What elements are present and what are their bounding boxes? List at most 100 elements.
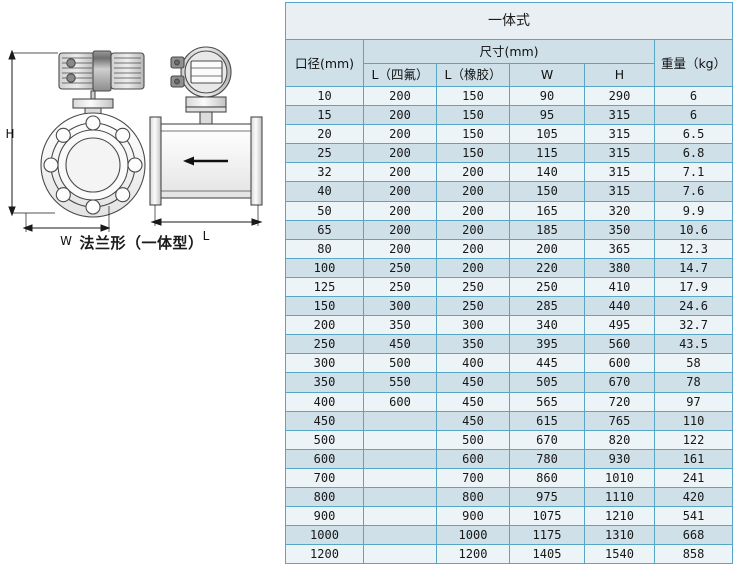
cell-h: 410 xyxy=(584,276,655,298)
cell-h: 560 xyxy=(584,334,655,355)
cell-l-rubber: 800 xyxy=(436,486,510,508)
cell-bore: 350 xyxy=(285,372,364,393)
flange-right xyxy=(250,116,263,206)
cell-bore: 25 xyxy=(285,143,364,164)
cell-w: 150 xyxy=(509,181,585,202)
header-bore: 口径(mm) xyxy=(285,39,364,87)
cell-l-ptfe: 350 xyxy=(363,315,437,336)
cell-l-rubber: 200 xyxy=(436,162,510,183)
table-row: 15 200 150 95 315 6 xyxy=(285,105,734,126)
cell-l-ptfe xyxy=(363,486,437,508)
cell-w: 115 xyxy=(509,143,585,164)
table-row: 200 350 300 340 495 32.7 xyxy=(285,315,734,336)
cell-bore: 150 xyxy=(285,296,364,317)
cell-weight: 10.6 xyxy=(653,219,734,240)
cell-w: 185 xyxy=(509,219,585,240)
cell-h: 1010 xyxy=(584,467,655,488)
cell-h: 320 xyxy=(584,200,655,221)
header-h: H xyxy=(584,63,655,87)
cell-bore: 800 xyxy=(285,486,364,508)
cell-l-ptfe xyxy=(363,525,437,546)
cell-w: 140 xyxy=(509,162,585,183)
cell-h: 930 xyxy=(584,448,655,469)
cell-h: 720 xyxy=(584,391,655,412)
cell-weight: 97 xyxy=(653,391,734,412)
cell-bore: 32 xyxy=(285,162,364,183)
cell-l-rubber: 450 xyxy=(436,410,510,431)
cell-weight: 14.7 xyxy=(653,257,734,278)
cell-l-rubber: 1000 xyxy=(436,525,510,546)
cell-w: 90 xyxy=(509,85,585,107)
product-diagram-panel: H W xyxy=(0,0,283,552)
table-row: 100 250 200 220 380 14.7 xyxy=(285,257,734,278)
cell-h: 350 xyxy=(584,219,655,240)
cell-weight: 161 xyxy=(653,448,734,469)
table-row: 400 600 450 565 720 97 xyxy=(285,391,734,412)
cell-w: 250 xyxy=(509,276,585,298)
cell-w: 285 xyxy=(509,296,585,317)
cell-h: 315 xyxy=(584,162,655,183)
cell-l-rubber: 450 xyxy=(436,372,510,393)
header-dimension-group: 尺寸(mm) xyxy=(363,39,655,64)
cell-h: 1210 xyxy=(584,506,655,527)
cell-weight: 6 xyxy=(653,85,734,107)
cell-l-ptfe xyxy=(363,506,437,527)
cell-weight: 858 xyxy=(653,544,734,564)
cell-bore: 700 xyxy=(285,467,364,488)
cell-w: 165 xyxy=(509,200,585,221)
table-row: 700 700 860 1010 241 xyxy=(285,467,734,488)
flange-bolt-holes xyxy=(43,115,143,215)
header-w: W xyxy=(509,63,585,87)
cell-weight: 78 xyxy=(653,372,734,393)
cell-l-ptfe: 250 xyxy=(363,276,437,298)
cell-h: 495 xyxy=(584,315,655,336)
table-row: 900 900 1075 1210 541 xyxy=(285,506,734,527)
transmitter-housing-front xyxy=(58,50,145,92)
table-title: 一体式 xyxy=(284,2,734,40)
cell-bore: 65 xyxy=(285,219,364,240)
table-row: 350 550 450 505 670 78 xyxy=(285,372,734,393)
cell-weight: 17.9 xyxy=(653,276,734,298)
cell-l-ptfe xyxy=(363,429,437,450)
cell-weight: 7.1 xyxy=(653,162,734,183)
cell-w: 220 xyxy=(509,257,585,278)
cell-h: 315 xyxy=(584,124,655,145)
cell-bore: 500 xyxy=(285,429,364,450)
flange-front-view xyxy=(40,50,146,218)
cell-h: 600 xyxy=(584,353,655,374)
cell-bore: 200 xyxy=(285,315,364,336)
cell-weight: 668 xyxy=(653,525,734,546)
cell-l-rubber: 450 xyxy=(436,391,510,412)
cell-weight: 43.5 xyxy=(653,334,734,355)
cell-weight: 6 xyxy=(653,105,734,126)
table-row: 10 200 150 90 290 6 xyxy=(285,85,734,107)
cell-l-rubber: 250 xyxy=(436,276,510,298)
transmitter-housing-side xyxy=(170,46,232,98)
cell-l-rubber: 400 xyxy=(436,353,510,374)
cell-bore: 125 xyxy=(285,276,364,298)
dimension-label-w: W xyxy=(60,234,72,248)
dimension-label-h: H xyxy=(5,127,14,141)
dimension-spec-table: 一体式 口径(mm) 尺寸(mm) 重量（kg） L（四氟） L（橡胶） W H… xyxy=(284,2,734,564)
cell-l-ptfe: 600 xyxy=(363,391,437,412)
cell-l-rubber: 200 xyxy=(436,200,510,221)
cell-l-rubber: 300 xyxy=(436,315,510,336)
flange-left xyxy=(149,116,162,206)
cell-bore: 10 xyxy=(285,85,364,107)
cell-l-rubber: 600 xyxy=(436,448,510,469)
cell-l-rubber: 200 xyxy=(436,238,510,259)
cell-l-ptfe xyxy=(363,448,437,469)
table-row: 500 500 670 820 122 xyxy=(285,429,734,450)
cell-l-rubber: 200 xyxy=(436,181,510,202)
dimension-length xyxy=(150,205,263,226)
flowmeter-side-view xyxy=(149,46,263,206)
cell-bore: 80 xyxy=(285,238,364,259)
cell-w: 975 xyxy=(509,486,585,508)
cell-weight: 420 xyxy=(653,486,734,508)
cell-h: 670 xyxy=(584,372,655,393)
cell-bore: 50 xyxy=(285,200,364,221)
cell-l-rubber: 500 xyxy=(436,429,510,450)
cell-l-ptfe: 200 xyxy=(363,85,437,107)
cell-weight: 6.5 xyxy=(653,124,734,145)
diagram-caption: 法兰形（一体型） xyxy=(79,234,204,252)
